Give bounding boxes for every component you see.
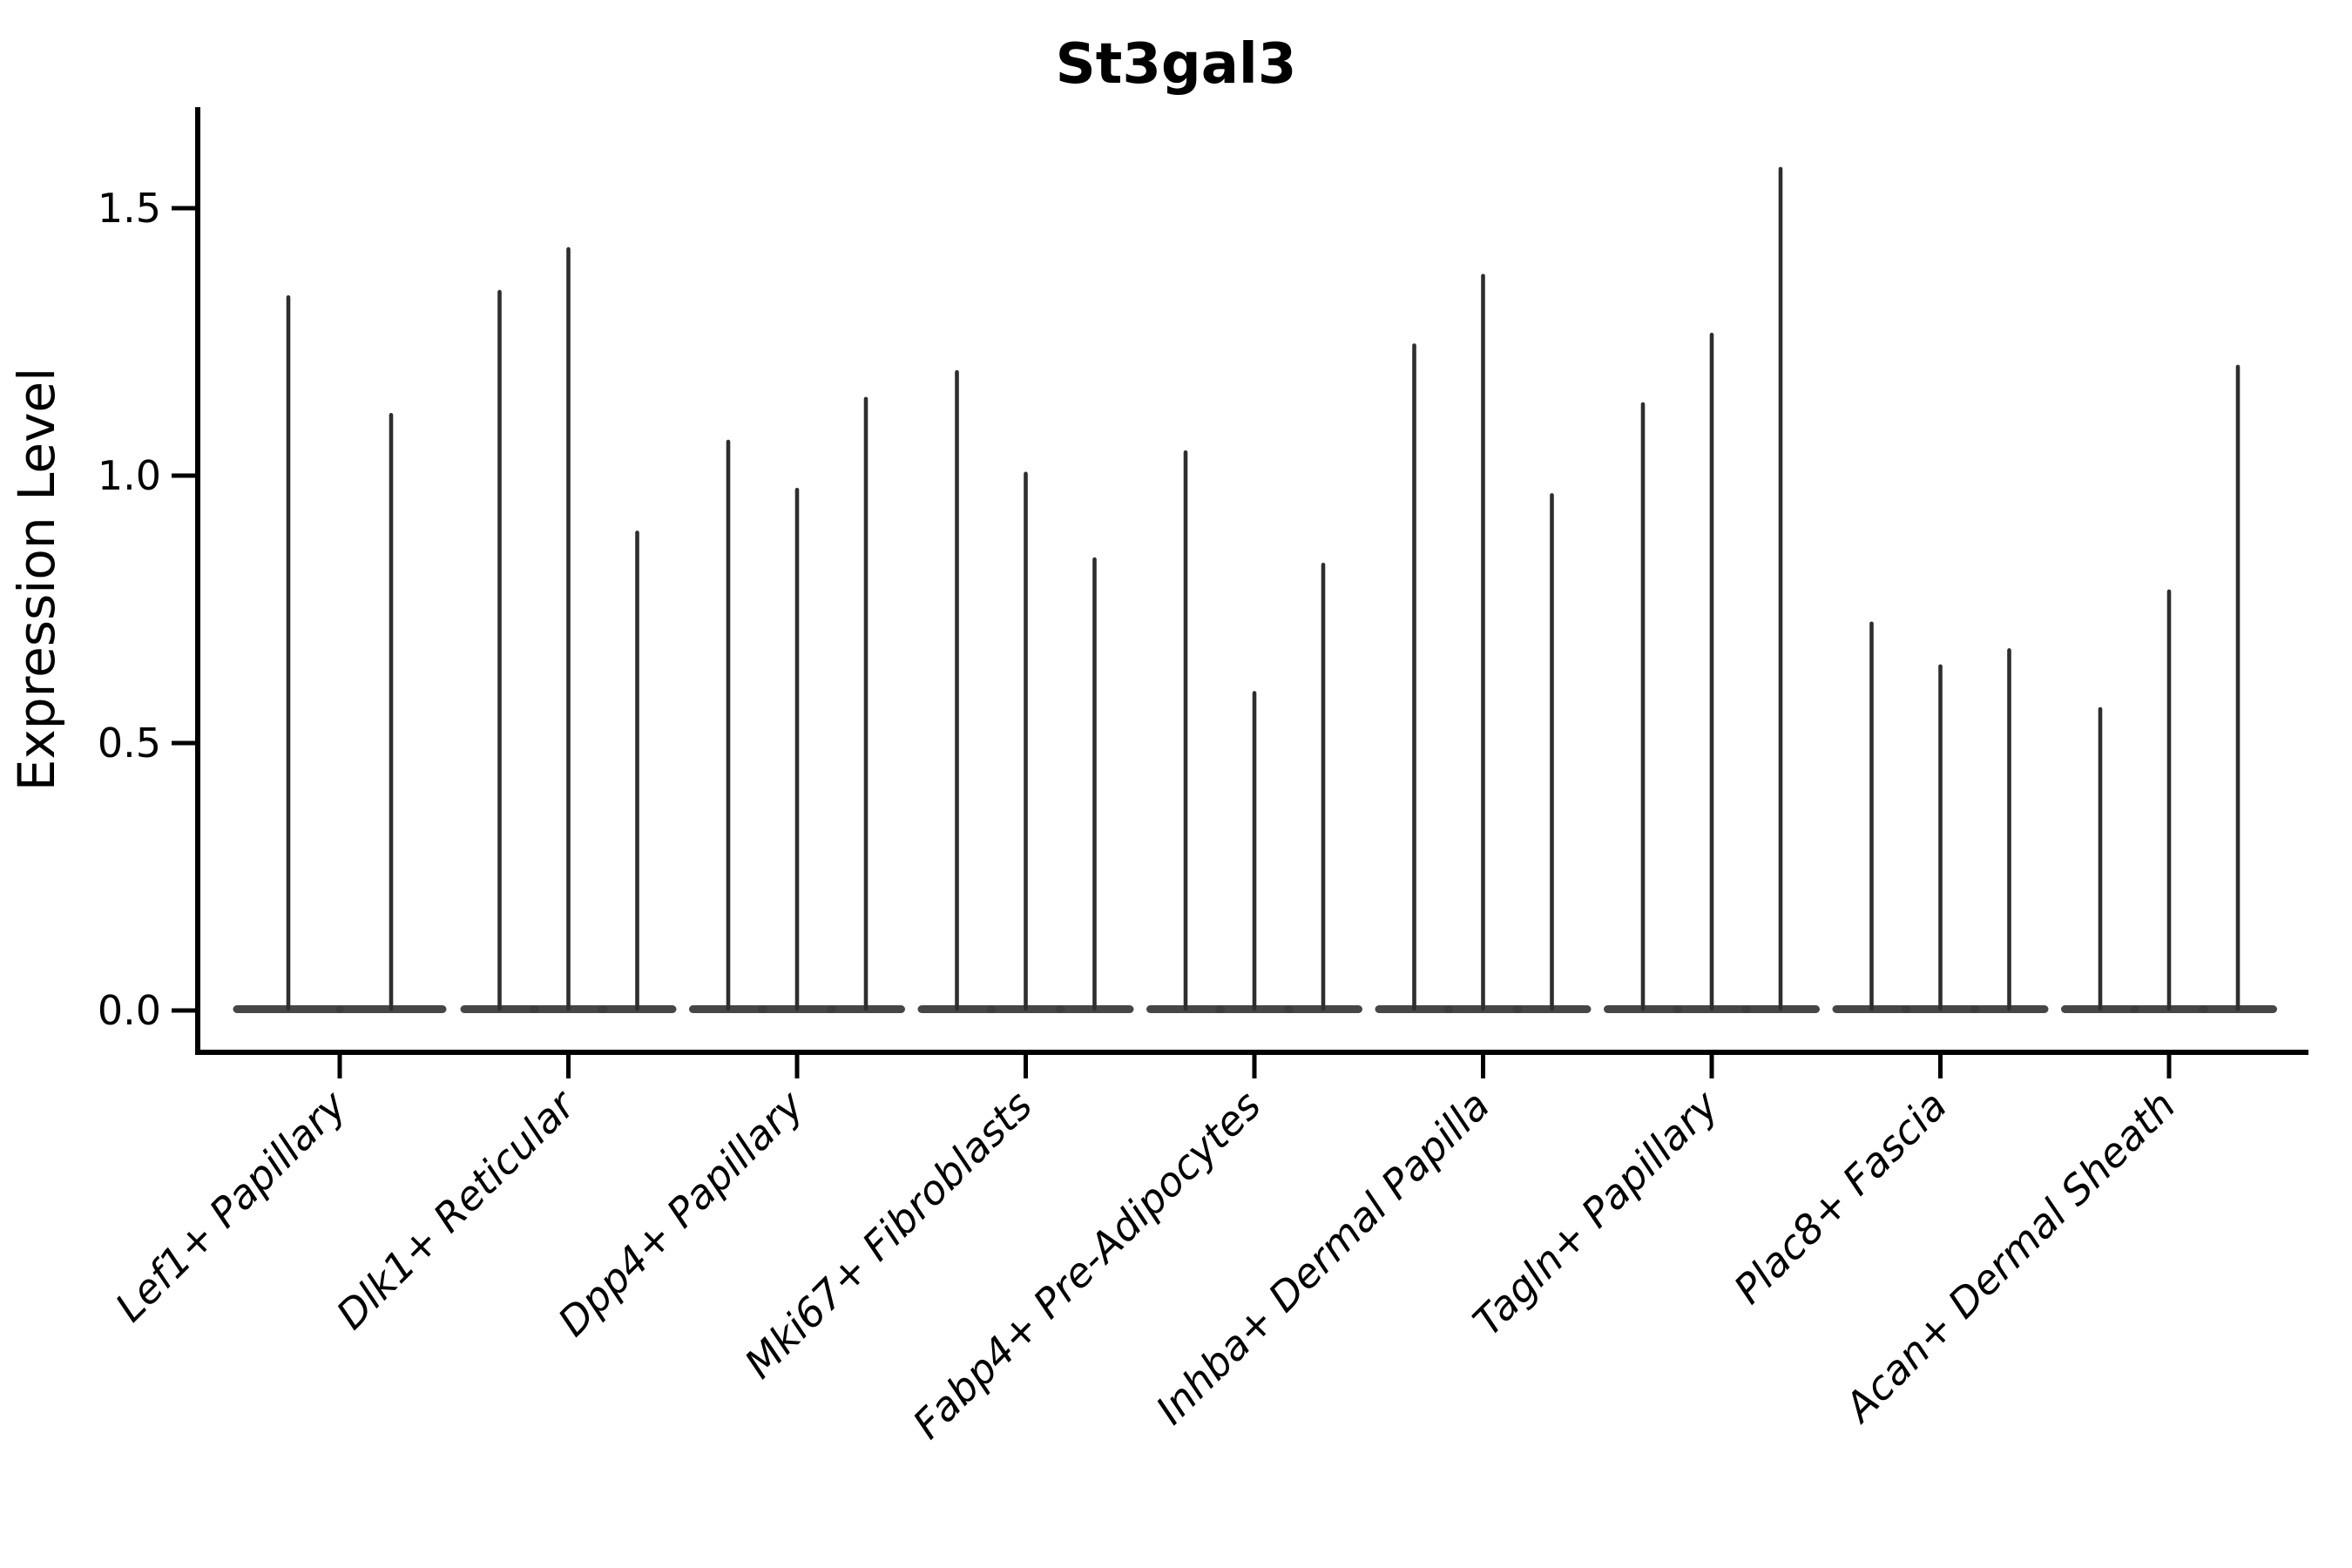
x-tick-label: Tagln+ Papillary (1463, 1081, 1727, 1345)
chart-title: St3gal3 (1056, 32, 1297, 97)
axis-spines (195, 107, 2308, 1055)
y-tick-label: 1.0 (98, 452, 161, 499)
y-tick-label: 0.0 (98, 987, 161, 1034)
y-tick-label: 0.5 (98, 720, 161, 767)
y-axis-label: Expression Level (7, 368, 66, 791)
y-tick-label: 1.5 (98, 185, 161, 232)
y-axis-ticks: 0.0 0.5 1.0 1.5 (98, 185, 198, 1034)
x-tick-label: Lef1+ Papillary (106, 1081, 355, 1330)
violins-group (233, 166, 2277, 1013)
x-tick-label: Plac8+ Fascia (1725, 1082, 1956, 1313)
x-tick-label: Dlk1+ Reticular (328, 1079, 586, 1338)
x-tick-label: Dpp4+ Papillary (549, 1081, 813, 1345)
